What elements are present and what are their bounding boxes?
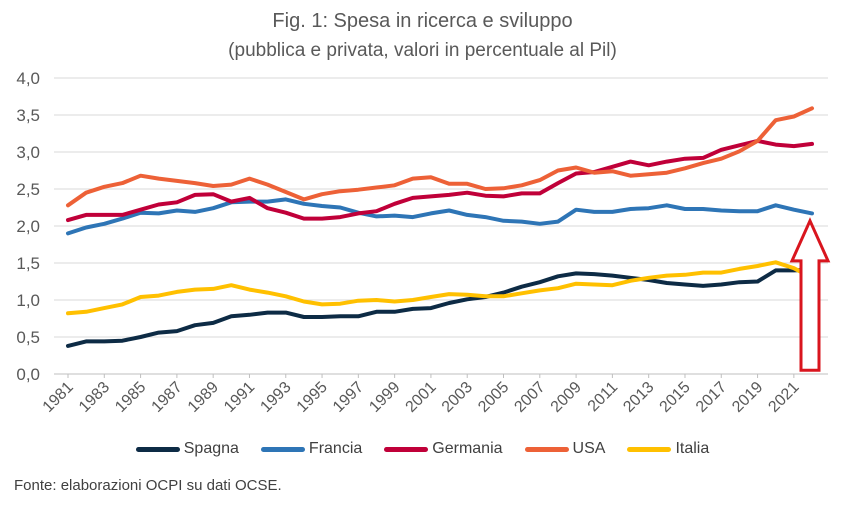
series-line-francia	[66, 197, 814, 236]
legend-label-francia: Francia	[308, 440, 363, 457]
x-tick-label: 2021	[765, 379, 802, 416]
x-tick-label: 2015	[657, 379, 694, 416]
legend-label-italia: Italia	[675, 440, 710, 457]
legend-item-francia: Francia	[260, 440, 363, 458]
legend-item-italia: Italia	[627, 440, 709, 458]
y-tick-label: 2,5	[16, 180, 40, 199]
y-tick-label: 1,0	[16, 291, 40, 310]
series-line-usa	[66, 106, 814, 208]
x-tick-label: 1997	[330, 379, 367, 416]
x-tick-label: 2005	[475, 379, 512, 416]
legend-label-usa: USA	[572, 440, 606, 457]
series-line-spagna	[66, 267, 814, 348]
legend-item-usa: USA	[524, 440, 606, 458]
y-tick-label: 4,0	[16, 69, 40, 88]
y-tick-label: 0,5	[16, 328, 40, 347]
x-tick-label: 2001	[403, 379, 440, 416]
x-tick-label: 2019	[729, 379, 766, 416]
x-tick-label: 1985	[112, 379, 149, 416]
legend-swatch-spagna	[135, 446, 180, 452]
legend-label-germania: Germania	[432, 440, 503, 457]
x-tick-label: 1999	[366, 379, 403, 416]
x-tick-label: 2003	[439, 379, 476, 416]
x-tick-label: 2011	[585, 379, 621, 415]
chart-title: Fig. 1: Spesa in ricerca e sviluppo	[272, 10, 573, 32]
series-line-italia	[66, 260, 814, 316]
source-footnote: Fonte: elaborazioni OCPI su dati OCSE.	[14, 477, 282, 494]
y-tick-label: 1,5	[16, 254, 40, 273]
x-tick-label: 1981	[40, 379, 77, 416]
series-line-germania	[66, 138, 814, 223]
legend-swatch-italia	[627, 446, 672, 452]
x-tick-label: 2013	[620, 379, 657, 416]
x-tick-label: 1987	[149, 379, 186, 416]
x-tick-label: 2007	[511, 379, 548, 416]
y-tick-label: 2,0	[16, 217, 40, 236]
legend-label-spagna: Spagna	[183, 440, 239, 457]
x-tick-label: 2017	[693, 379, 730, 416]
legend-swatch-francia	[260, 446, 305, 452]
x-tick-label: 1983	[76, 379, 113, 416]
y-tick-label: 3,5	[16, 106, 40, 125]
x-tick-label: 1991	[221, 379, 258, 416]
x-tick-label: 1993	[257, 379, 294, 416]
x-tick-label: 2009	[548, 379, 585, 416]
x-tick-label: 1995	[294, 379, 331, 416]
y-tick-label: 0,0	[16, 365, 40, 384]
chart-legend: Spagna Francia Germania USA Italia	[0, 440, 845, 458]
legend-swatch-usa	[524, 446, 569, 452]
legend-swatch-germania	[384, 446, 429, 452]
legend-item-spagna: Spagna	[135, 440, 239, 458]
annotation-arrow-icon	[789, 217, 831, 372]
legend-item-germania: Germania	[384, 440, 503, 458]
x-tick-label: 1989	[185, 379, 222, 416]
y-tick-label: 3,0	[16, 143, 40, 162]
chart-subtitle: (pubblica e privata, valori in percentua…	[228, 40, 617, 61]
